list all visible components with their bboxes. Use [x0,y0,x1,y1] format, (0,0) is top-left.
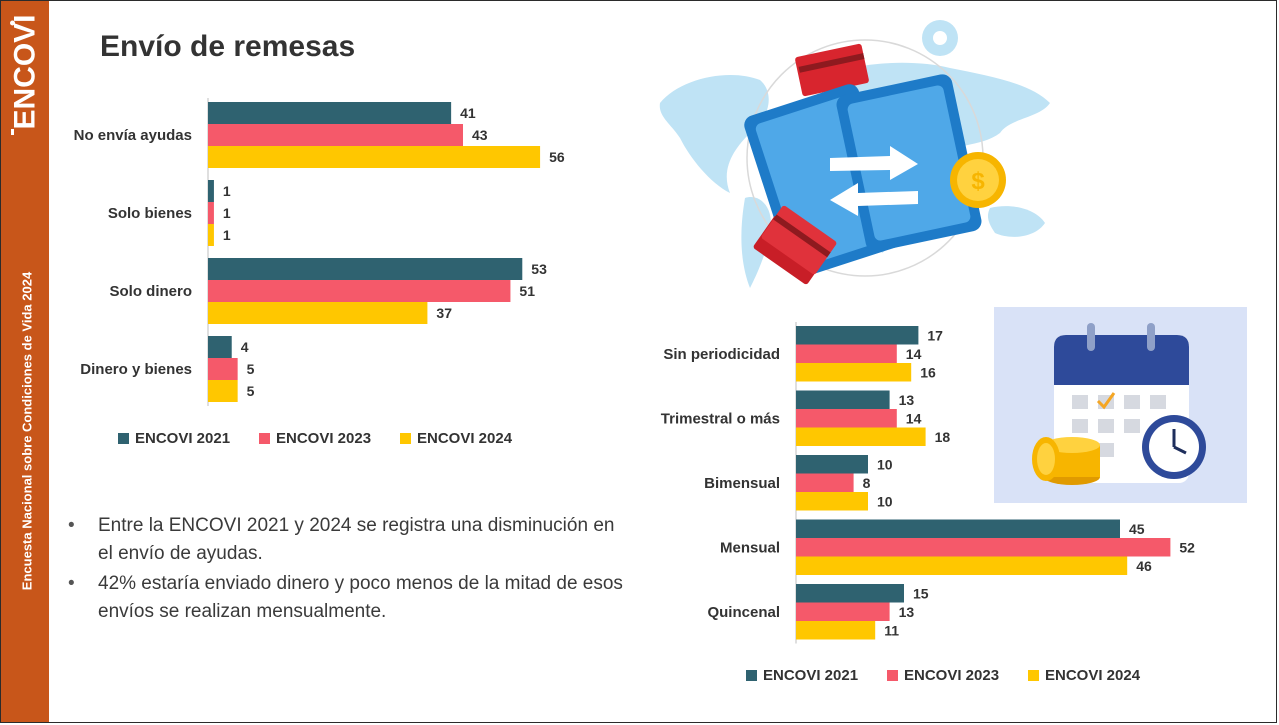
bar-encovi-2023-solo-dinero [208,280,511,302]
bar-encovi-2024-solo-dinero [208,302,428,324]
credit-card-icon [753,205,837,285]
svg-text:$: $ [971,168,985,195]
data-label-encovi-2021-solo-dinero: 53 [531,261,547,277]
dollar-coin-icon: $ [950,152,1006,208]
bullet-list: Entre la ENCOVI 2021 y 2024 se registra … [68,512,628,628]
clock-icon [1142,415,1206,479]
category-label-dinero-y-bienes: Dinero y bienes [80,361,192,378]
credit-card-icon [795,43,869,97]
bar-encovi-2021-solo-dinero [208,258,523,280]
data-label-encovi-2023-solo-dinero: 51 [519,283,535,299]
transfer-arrows-icon [830,146,918,216]
bullet-item: Entre la ENCOVI 2021 y 2024 se registra … [68,512,628,568]
bar-encovi-2023-dinero-y-bienes [208,358,238,380]
data-label-encovi-2024-solo-bienes: 1 [223,227,231,243]
logo-text: ENCOVI [9,14,42,129]
check-icon [1096,392,1116,410]
bar-encovi-2021-solo-bienes [208,180,214,202]
legend-swatch-encovi-2021 [118,433,129,444]
category-label-solo-bienes: Solo bienes [108,205,192,222]
bar-encovi-2021-dinero-y-bienes [208,336,232,358]
category-label-no-envia-ayudas: No envía ayudas [74,127,192,144]
bullet-item: 42% estaría enviado dinero y poco menos … [68,570,628,626]
legend-swatch-encovi-2024 [400,433,411,444]
bar-encovi-2024-no-envia-ayudas [208,146,541,168]
data-label-encovi-2023-solo-bienes: 1 [223,205,231,221]
coins-icon [1032,437,1100,485]
world-map-transfer-illustration: $ [659,20,1050,288]
chart-envio-ayudas: No envía ayudas 41 43 56 Solo bienes 1 1 1 Solo … [74,98,565,447]
data-label-encovi-2021-no-envia-ayudas: 41 [460,105,476,121]
legend-label-encovi-2021: ENCOVI 2021 [135,430,230,447]
bar-encovi-2024-dinero-y-bienes [208,380,238,402]
legend-label-encovi-2024: ENCOVI 2024 [417,430,513,447]
sidebar: ENCOVI Encuesta Nacional sobre Condicion… [1,1,49,722]
data-label-encovi-2021-solo-bienes: 1 [223,183,231,199]
bar-encovi-2021-no-envia-ayudas [208,102,452,124]
bar-encovi-2024-solo-bienes [208,224,214,246]
data-label-encovi-2024-dinero-y-bienes: 5 [247,383,255,399]
data-label-encovi-2024-solo-dinero: 37 [436,305,452,321]
data-label-encovi-2024-no-envia-ayudas: 56 [549,149,565,165]
legend-label-encovi-2023: ENCOVI 2023 [276,430,371,447]
bar-encovi-2023-solo-bienes [208,202,214,224]
page-title: Envío de remesas [100,30,356,63]
data-label-encovi-2023-no-envia-ayudas: 43 [472,127,488,143]
category-label-solo-dinero: Solo dinero [110,283,193,300]
encovi-logo: ENCOVI [9,14,42,135]
calendar-coins-clock-illustration [994,307,1247,503]
data-label-encovi-2023-dinero-y-bienes: 5 [247,361,255,377]
bar-encovi-2023-no-envia-ayudas [208,124,463,146]
legend-swatch-encovi-2023 [259,433,270,444]
data-label-encovi-2021-dinero-y-bienes: 4 [241,339,249,355]
